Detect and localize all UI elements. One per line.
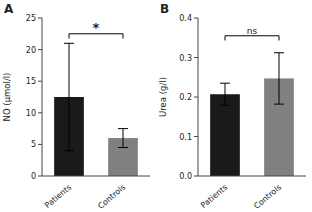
y-tick-label: 0.1 (179, 133, 192, 142)
y-tick-label: 0.0 (179, 172, 192, 181)
y-tick-label: 0.4 (179, 14, 192, 23)
y-tick-label: 10 (26, 109, 36, 118)
panel-label: B (160, 2, 169, 16)
y-tick-label: 0.3 (179, 54, 192, 63)
y-tick (38, 112, 42, 113)
panel-label: A (4, 2, 14, 16)
y-tick (38, 81, 42, 82)
y-tick-label: 0.2 (179, 93, 192, 102)
bars (54, 43, 138, 176)
error-bar (274, 53, 284, 104)
significance-bracket (225, 36, 279, 41)
x-axis (198, 176, 306, 177)
panel: 0.0 0.1 0.2 0.3 0.4 Patients Controls Urea (g/l… (158, 2, 306, 211)
error-bar (220, 83, 230, 105)
significance-label: * (93, 20, 100, 35)
figure: 0510152025PatientsControlsNO (μmol/l)*A0… (0, 0, 312, 212)
y-axis (198, 18, 199, 176)
x-tick-label: Controls (252, 183, 283, 211)
y-tick (194, 136, 198, 137)
y-axis (42, 18, 43, 176)
y-tick-label: 25 (26, 14, 36, 23)
y-tick-label: 15 (26, 77, 36, 86)
x-axis (42, 176, 150, 177)
y-tick (194, 18, 198, 19)
y-tick (38, 18, 42, 19)
x-tick-label: Patients (199, 183, 229, 210)
y-axis-label: NO (μmol/l) (2, 73, 12, 122)
y-axis-label: Urea (g/l) (158, 77, 168, 117)
error-bar (64, 43, 74, 150)
x-tick-label: Patients (43, 183, 73, 210)
y-tick-label: 20 (26, 46, 36, 55)
y-tick (38, 176, 42, 177)
y-tick (194, 176, 198, 177)
x-tick-label: Controls (96, 183, 127, 211)
y-tick (38, 49, 42, 50)
bar (210, 94, 240, 176)
y-tick-label: 0 (31, 172, 36, 181)
y-tick (194, 57, 198, 58)
bars (210, 53, 294, 176)
y-tick (38, 144, 42, 145)
significance-label: ns (247, 26, 258, 36)
error-bar (118, 129, 128, 148)
y-tick (194, 97, 198, 98)
panel: 0 5 10 15 20 25 Patients Controls NO (μmol/l) * A (2, 2, 150, 211)
y-tick-label: 5 (31, 140, 36, 149)
